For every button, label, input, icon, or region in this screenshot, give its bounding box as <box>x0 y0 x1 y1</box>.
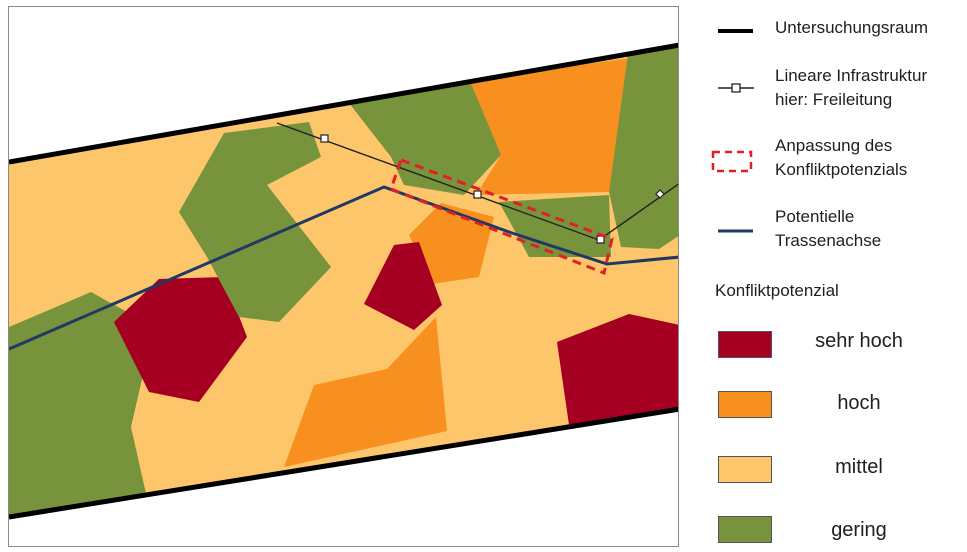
very-high-conflict-zone-east <box>557 314 678 425</box>
low-conflict-zone-east <box>609 45 678 249</box>
square-pylon-icon <box>320 134 329 143</box>
very-high-swatch <box>718 331 772 358</box>
legend-conflict-title: Konfliktpotenzial <box>715 281 839 300</box>
conflict-adjustment-outline <box>389 158 614 276</box>
legend-adjustment: Anpassung des Konfliktpotenzials <box>708 134 967 186</box>
high-swatch <box>718 391 772 418</box>
legend-adjustment-line2: Konfliktpotenzials <box>775 160 908 179</box>
map-svg <box>9 42 678 520</box>
route-axis-icon <box>718 229 753 233</box>
legend-route-axis: Potentielle Trassenachse <box>708 205 967 257</box>
legend-study-area-label: Untersuchungsraum <box>775 18 929 37</box>
high-label: hoch <box>837 392 881 414</box>
legend-study-area: Untersuchungsraum <box>708 16 967 44</box>
conflict-zones <box>9 45 678 517</box>
high-conflict-zone-north <box>469 57 639 195</box>
study-area-line-icon <box>718 29 753 33</box>
low-conflict-strip <box>499 195 611 257</box>
very-high-conflict-zone-center <box>364 242 442 330</box>
low-swatch <box>718 516 772 543</box>
legend-linear-infrastructure-line1: Lineare Infrastruktur <box>775 66 928 85</box>
legend-linear-infrastructure-line2: hier: Freileitung <box>775 90 893 109</box>
square-pylon-icon <box>473 190 482 199</box>
dashed-adjustment-icon <box>711 150 753 173</box>
map-legend: Untersuchungsraum Lineare Infrastruktur … <box>708 0 967 552</box>
legend-linear-infrastructure: Lineare Infrastruktur hier: Freileitung <box>708 64 967 116</box>
study-area-boundary-south <box>9 406 678 520</box>
low-conflict-zone-center <box>349 79 501 195</box>
very-high-conflict-zone-left <box>114 277 247 402</box>
low-conflict-zone-north <box>179 122 331 322</box>
very-high-label: sehr hoch <box>815 330 903 352</box>
legend-route-axis-line1: Potentielle <box>775 207 855 226</box>
low-label: gering <box>831 519 887 541</box>
medium-swatch <box>718 456 772 483</box>
power-line-icon <box>718 83 754 93</box>
potential-route-axis <box>9 185 678 351</box>
conflict-map <box>8 6 679 547</box>
high-conflict-zone-center <box>409 203 494 284</box>
medium-label: mittel <box>835 456 883 478</box>
legend-route-axis-line2: Trassenachse <box>775 231 882 250</box>
study-area-boundary-north <box>9 42 678 165</box>
diamond-pylon-icon <box>655 189 665 199</box>
low-conflict-zone-left <box>9 292 154 517</box>
high-conflict-zone-south <box>284 317 447 467</box>
legend-adjustment-line1: Anpassung des <box>775 136 893 155</box>
